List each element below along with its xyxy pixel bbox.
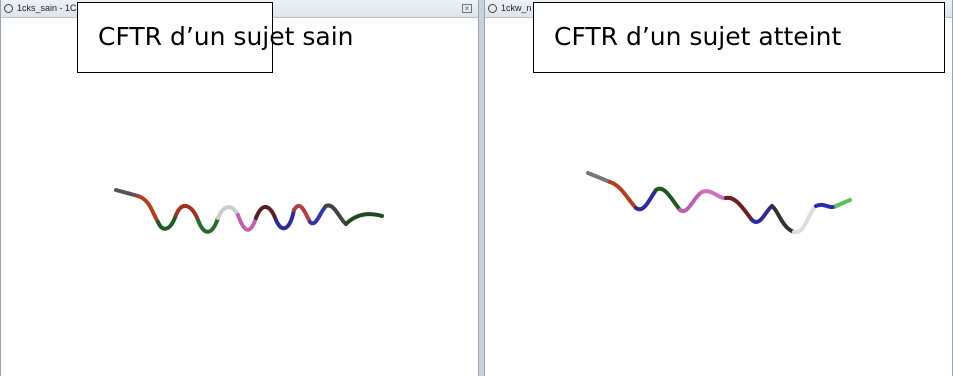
caption-box: CFTR d’un sujet atteint	[533, 2, 945, 73]
screen: 1cks_sain - 1CK× 1ckw_n	[0, 0, 953, 376]
caption-box: CFTR d’un sujet sain	[77, 2, 273, 73]
protein-ribbon	[116, 190, 382, 232]
protein-ribbon	[588, 173, 850, 232]
